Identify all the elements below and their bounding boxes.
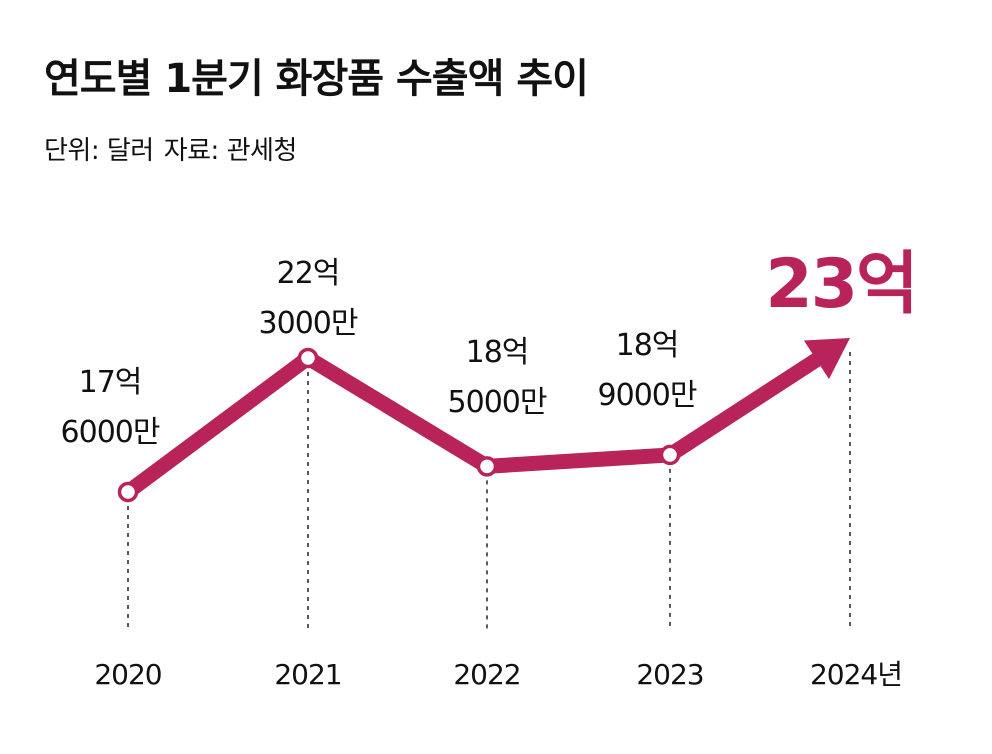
chart-subtitle: 단위: 달러 자료: 관세청	[44, 130, 297, 167]
x-tick-label: 2023	[636, 658, 703, 691]
chart-title: 연도별 1분기 화장품 수출액 추이	[44, 56, 589, 102]
data-label: 22억	[277, 256, 340, 291]
data-label: 6000만	[61, 415, 160, 450]
x-tick-label: 2022	[453, 658, 520, 691]
x-tick-label: 2020	[94, 658, 161, 691]
x-tick-label: 2021	[274, 658, 341, 691]
data-point	[297, 347, 319, 369]
data-labels: 17억 6000만 22억 3000만 18억 5000만 18억 9000만 23억	[61, 245, 919, 450]
data-label: 18억	[466, 335, 529, 370]
unit-label: 단위: 달러	[44, 136, 154, 166]
data-label-highlight: 23억	[765, 245, 916, 324]
series-arrowhead	[803, 338, 850, 380]
x-axis-tick-labels: 2020 2021 2022 2023 2024년	[94, 658, 903, 691]
data-label: 9000만	[598, 378, 697, 413]
series-line	[123, 350, 823, 499]
data-label: 18억	[616, 328, 679, 363]
x-tick-label: 2024년	[810, 658, 902, 691]
guide-lines	[127, 352, 851, 630]
data-point	[117, 481, 139, 503]
data-points	[117, 347, 681, 503]
data-point	[476, 456, 498, 477]
data-label: 3000만	[259, 306, 358, 341]
data-label: 17억	[79, 365, 142, 400]
source-label: 자료: 관세청	[163, 136, 298, 166]
data-label: 5000만	[448, 385, 547, 420]
data-point	[659, 444, 681, 466]
